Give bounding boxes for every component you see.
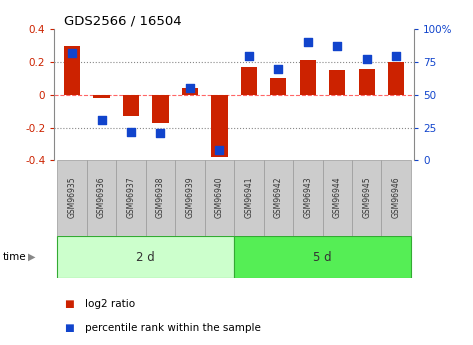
Text: GSM96945: GSM96945 [362,176,371,218]
Text: percentile rank within the sample: percentile rank within the sample [85,323,261,333]
Text: GSM96939: GSM96939 [185,176,194,218]
Text: GSM96943: GSM96943 [303,176,312,218]
Bar [241,67,257,95]
Bar [205,160,234,236]
Point [98,117,105,122]
Text: GSM96940: GSM96940 [215,176,224,218]
Text: GSM96944: GSM96944 [333,176,342,218]
Point [68,50,76,56]
Bar [352,160,381,236]
Bar [293,160,323,236]
Bar [263,160,293,236]
Text: ▶: ▶ [28,252,36,262]
Text: ■: ■ [64,299,74,308]
Bar [182,88,198,95]
Text: GSM96942: GSM96942 [274,176,283,218]
Point [274,66,282,71]
Bar [388,62,404,95]
Text: GSM96938: GSM96938 [156,176,165,218]
Point [157,130,164,136]
Bar [175,160,205,236]
Text: GSM96941: GSM96941 [245,176,254,218]
Bar [329,70,345,95]
Point [393,53,400,58]
Bar [94,95,110,98]
Bar [146,160,175,236]
Text: ■: ■ [64,323,74,333]
Bar [211,95,228,157]
Bar [381,160,411,236]
Bar [234,236,411,278]
Bar [64,46,80,95]
Bar [359,69,375,95]
Bar [300,60,316,95]
Bar [152,95,168,123]
Point [186,86,194,91]
Bar [234,160,263,236]
Text: GSM96946: GSM96946 [392,176,401,218]
Point [216,147,223,153]
Bar [116,160,146,236]
Bar [270,79,287,95]
Point [304,40,312,45]
Bar [57,236,234,278]
Bar [323,160,352,236]
Bar [87,160,116,236]
Text: log2 ratio: log2 ratio [85,299,135,308]
Point [245,53,253,58]
Bar [57,160,87,236]
Point [363,57,370,62]
Text: GSM96936: GSM96936 [97,176,106,218]
Text: 2 d: 2 d [136,250,155,264]
Text: GSM96935: GSM96935 [68,176,77,218]
Text: GSM96937: GSM96937 [126,176,135,218]
Text: GDS2566 / 16504: GDS2566 / 16504 [64,14,182,28]
Point [127,129,135,134]
Text: 5 d: 5 d [313,250,332,264]
Text: time: time [2,252,26,262]
Point [333,43,341,49]
Bar [123,95,139,116]
